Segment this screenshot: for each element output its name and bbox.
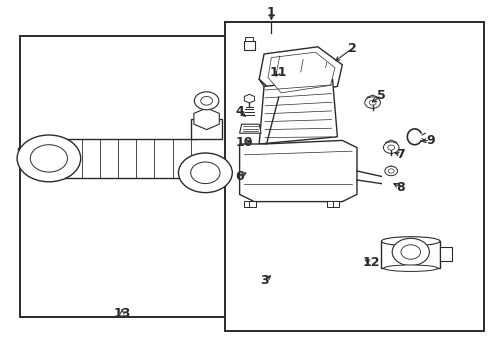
Bar (224, 22, 483, 331)
Circle shape (190, 162, 220, 184)
Text: 7: 7 (396, 148, 405, 161)
Text: 9: 9 (425, 134, 434, 147)
Circle shape (194, 92, 218, 110)
Circle shape (391, 238, 428, 266)
Circle shape (387, 169, 393, 173)
Bar (20, 36, 234, 317)
Bar (439, 247, 451, 261)
Polygon shape (239, 140, 356, 202)
Circle shape (17, 135, 81, 182)
Polygon shape (386, 166, 395, 173)
Bar (381, 241, 439, 268)
Text: 8: 8 (396, 181, 405, 194)
Polygon shape (385, 140, 396, 149)
Bar (245, 37, 253, 41)
Polygon shape (366, 95, 377, 104)
Polygon shape (259, 79, 337, 144)
Text: 2: 2 (347, 42, 356, 55)
Circle shape (368, 100, 375, 105)
Text: 4: 4 (235, 105, 244, 118)
Circle shape (178, 153, 232, 193)
Text: 13: 13 (113, 307, 131, 320)
Bar (243, 41, 255, 50)
Circle shape (383, 142, 398, 153)
Circle shape (400, 245, 420, 259)
Circle shape (200, 96, 212, 105)
Bar (243, 201, 255, 207)
Polygon shape (239, 124, 261, 133)
Circle shape (30, 145, 67, 172)
Circle shape (387, 145, 394, 150)
Text: 11: 11 (269, 66, 287, 78)
Ellipse shape (383, 265, 437, 271)
Bar (326, 201, 338, 207)
Text: 12: 12 (362, 256, 380, 269)
Text: 6: 6 (235, 170, 244, 183)
Polygon shape (194, 108, 219, 130)
Ellipse shape (381, 237, 439, 246)
Polygon shape (267, 52, 334, 93)
Polygon shape (259, 47, 342, 97)
Text: 1: 1 (266, 6, 275, 19)
Bar (190, 119, 222, 139)
Text: 10: 10 (235, 136, 253, 149)
Polygon shape (244, 94, 254, 103)
Text: 5: 5 (376, 89, 385, 102)
Text: 3: 3 (259, 274, 268, 287)
Circle shape (384, 166, 397, 176)
Circle shape (364, 97, 380, 108)
